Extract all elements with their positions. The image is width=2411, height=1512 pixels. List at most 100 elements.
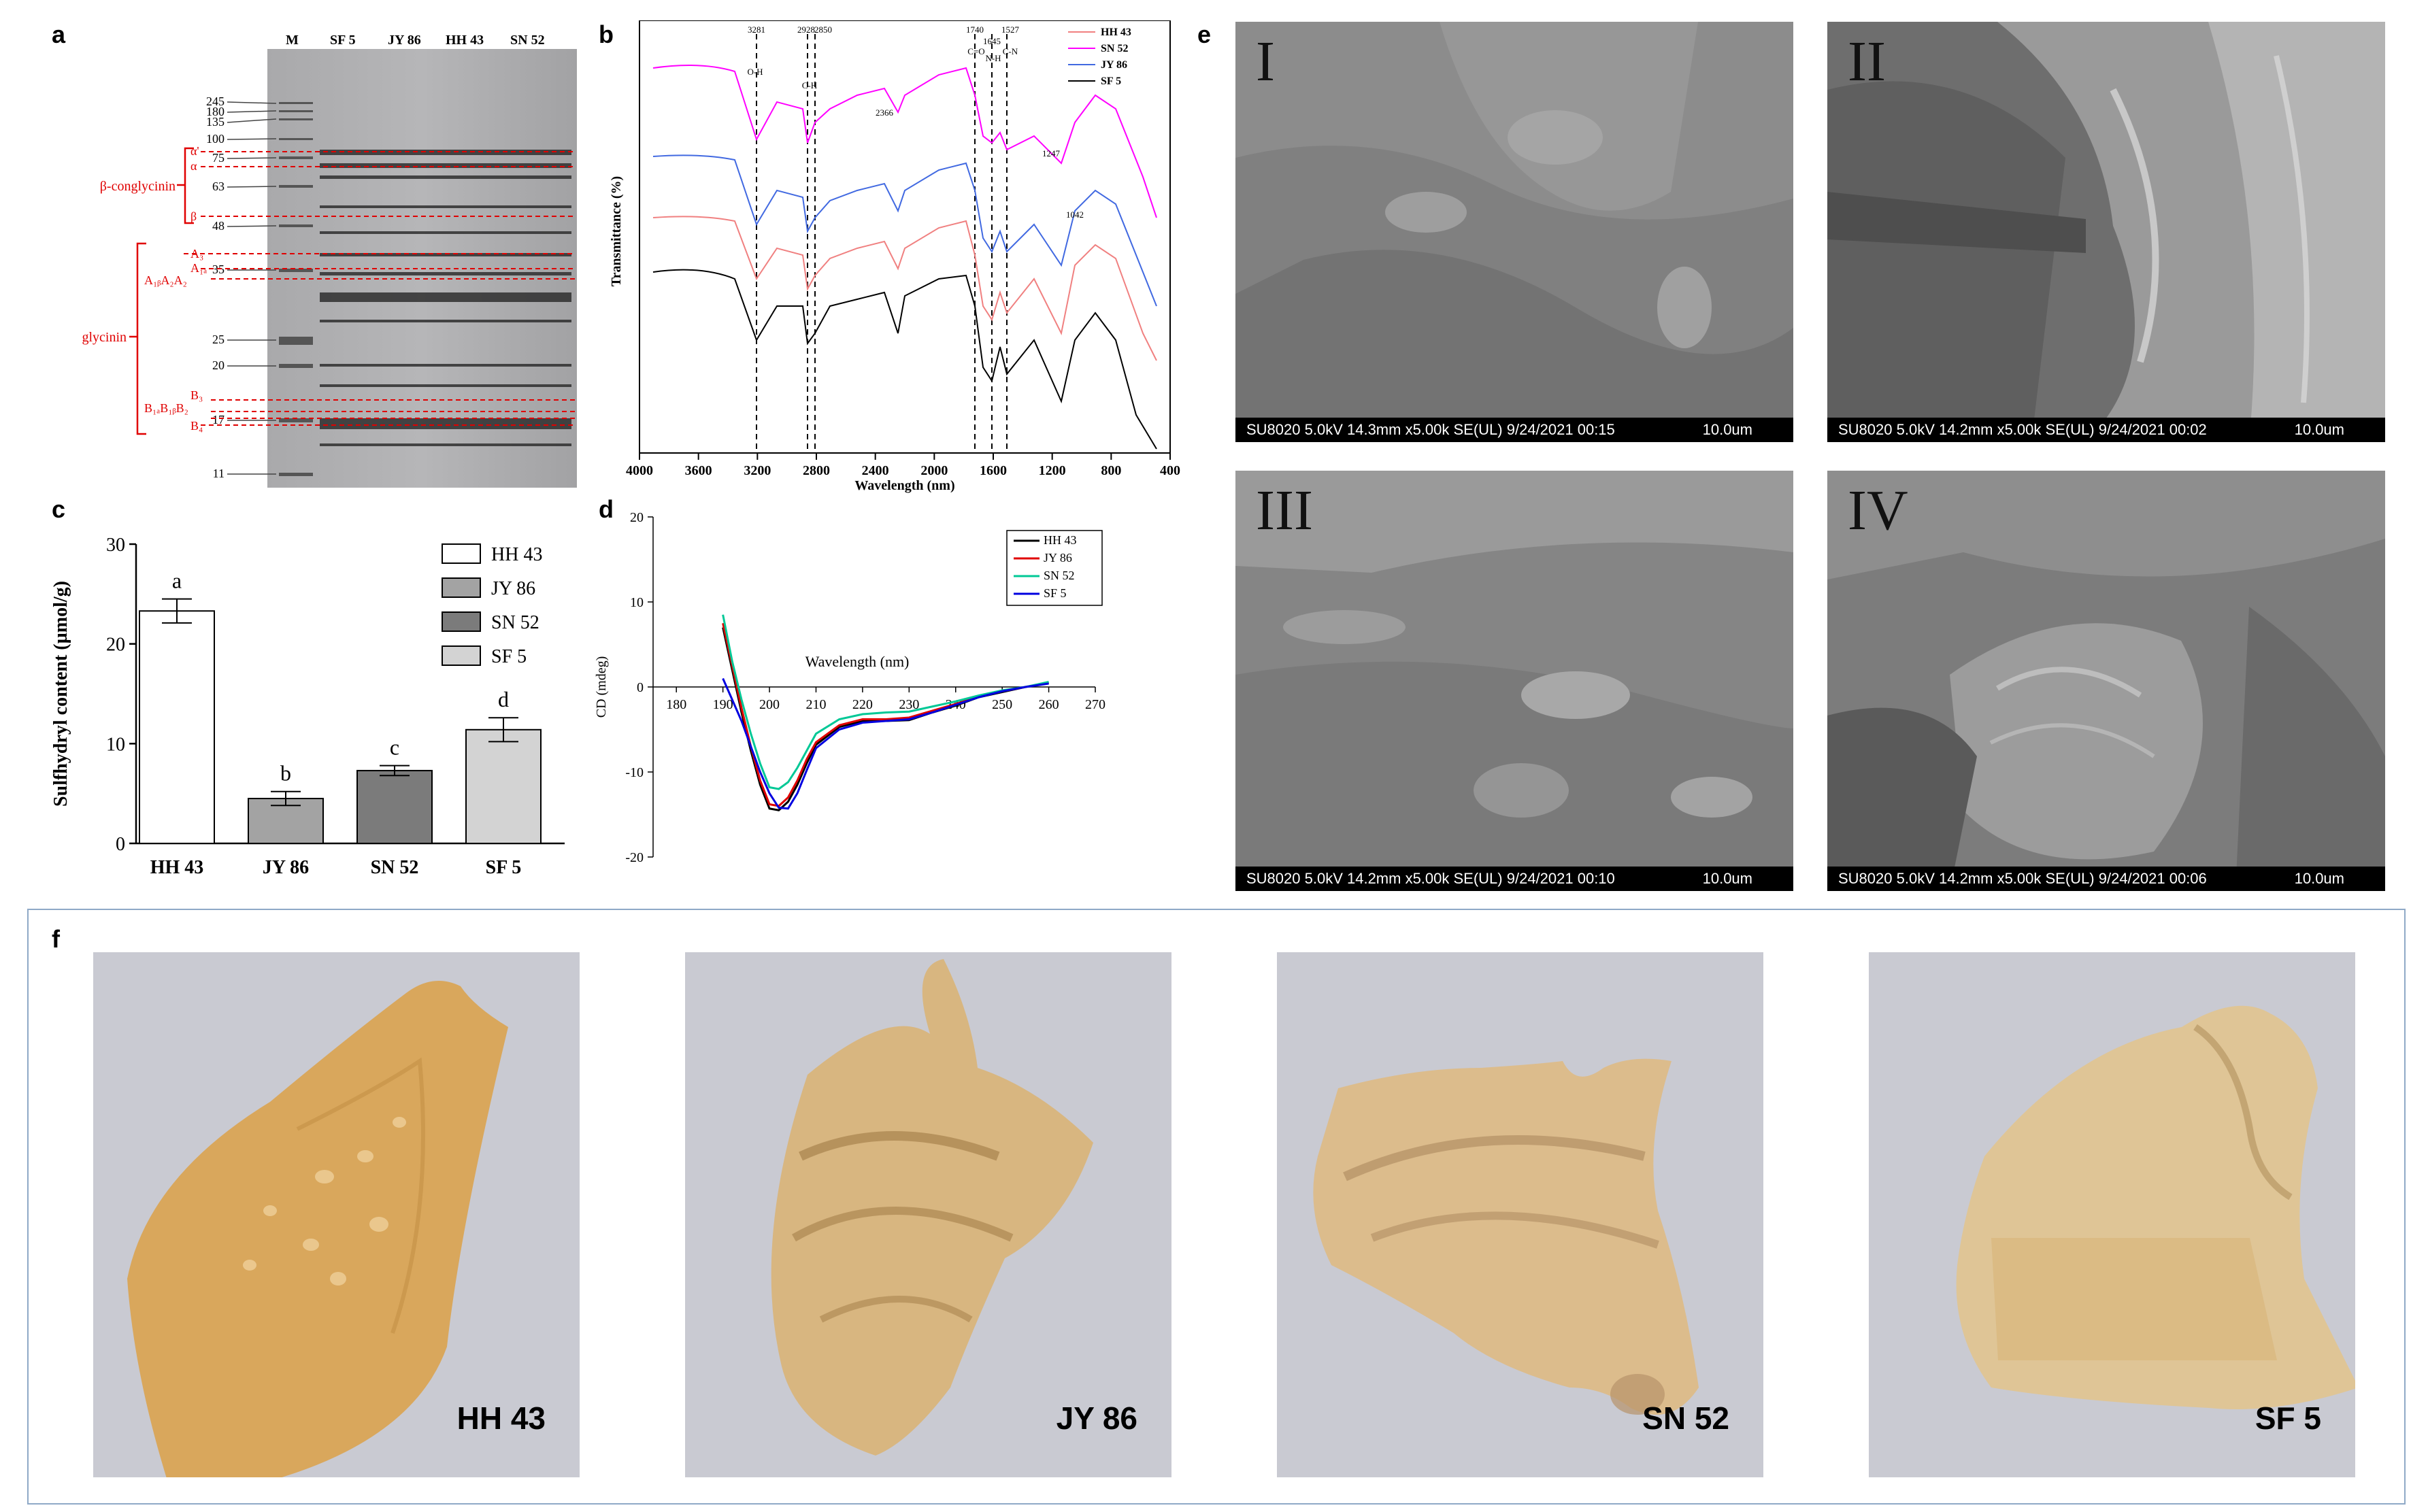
ftir-series-sf5 — [652, 269, 1157, 450]
marker-label: 17 — [212, 413, 225, 426]
ftir-peak-label: 1247 — [1042, 148, 1061, 158]
bar-y-tick-label: 20 — [106, 635, 125, 656]
photo-label: SF 5 — [2255, 1400, 2321, 1436]
bar — [465, 728, 542, 844]
band-label: A₁ₐ — [190, 261, 207, 275]
bar-legend-swatch — [442, 645, 481, 666]
cd-y-tick-label: 10 — [630, 595, 644, 610]
marker-label: 245 — [206, 95, 225, 108]
marker-label: 20 — [212, 358, 225, 372]
sem-info-bar: SU8020 5.0kV 14.2mm x5.00k SE(UL) 9/24/2… — [1827, 867, 2385, 891]
bar-legend-label: JY 86 — [491, 578, 535, 599]
sem-info-text: SU8020 5.0kV 14.2mm x5.00k SE(UL) 9/24/2… — [1246, 870, 1615, 887]
ftir-series-jy86 — [652, 154, 1157, 307]
band-label: A₁ᵦA₂A₂ — [144, 273, 187, 287]
bar-legend-label: SF 5 — [491, 646, 527, 667]
bar-y-tick-label: 0 — [116, 834, 125, 855]
ftir-peak-label: 1645 — [983, 36, 1001, 46]
cd-legend-label: HH 43 — [1044, 533, 1077, 547]
group-label-beta-conglycinin: β-conglycinin — [100, 179, 176, 194]
ftir-series-hh43 — [652, 216, 1157, 361]
ftir-series-sn52 — [652, 65, 1157, 218]
panel-d-letter: d — [599, 495, 614, 523]
ftir-peak-label: 2850 — [814, 24, 832, 35]
cd-series-line — [722, 622, 1049, 807]
band-label: B₃ — [190, 388, 203, 402]
bar-category-label: HH 43 — [150, 857, 204, 878]
cd-series-line — [722, 677, 1049, 810]
cd-x-tick-label: 260 — [1039, 697, 1059, 712]
ftir-x-tick-label: 1200 — [1039, 463, 1066, 478]
significance-letter: b — [280, 761, 291, 786]
sem-image-4: IV SU8020 5.0kV 14.2mm x5.00k SE(UL) 9/2… — [1827, 471, 2385, 891]
sem-info-text: SU8020 5.0kV 14.2mm x5.00k SE(UL) 9/24/2… — [1838, 870, 2207, 887]
band-label: B₁ₐB₁ᵦB₂ — [144, 401, 188, 415]
yuba-photo-jy86: JY 86 — [685, 952, 1171, 1477]
cd-x-tick-label: 250 — [992, 697, 1012, 712]
gel-lane-label: SF 5 — [330, 33, 356, 48]
bar-y-tick-label: 30 — [106, 535, 125, 556]
cd-legend-label: SN 52 — [1044, 569, 1075, 582]
ftir-xlabel: Wavelength (nm) — [854, 478, 954, 493]
bar-legend-label: SN 52 — [491, 612, 539, 633]
ftir-peak-label: 3281 — [748, 24, 765, 35]
cd-legend-label: JY 86 — [1044, 551, 1072, 565]
marker-lane — [279, 102, 313, 476]
cd-y-tick-label: -20 — [625, 850, 644, 865]
sem-numeral: II — [1848, 30, 1886, 93]
group-label-glycinin: glycinin — [82, 330, 127, 345]
photo-label: SN 52 — [1642, 1400, 1729, 1436]
cd-x-tick-label: 230 — [899, 697, 919, 712]
sds-page-gel-panel: M SF 5 JY 86 HH 43 SN 52 245 180 135 100… — [82, 33, 577, 488]
cd-series-line — [722, 614, 1049, 790]
yuba-photo-sf5: SF 5 — [1869, 952, 2355, 1477]
ftir-legend-label: SF 5 — [1101, 75, 1121, 87]
ftir-x-tick-label: 2800 — [803, 463, 830, 478]
cd-y-tick-label: 20 — [630, 510, 644, 525]
ftir-chart: 4000 3600 3200 2800 2400 2000 1600 1200 800 400 W… — [609, 20, 1180, 493]
ftir-x-tick-label: 4000 — [626, 463, 653, 478]
sem-info-text: SU8020 5.0kV 14.2mm x5.00k SE(UL) 9/24/2… — [1838, 421, 2207, 438]
marker-label: 180 — [206, 105, 225, 118]
band-label: α — [190, 159, 197, 173]
sem-info-bar: SU8020 5.0kV 14.3mm x5.00k SE(UL) 9/24/2… — [1235, 418, 1793, 442]
marker-label: 48 — [212, 219, 225, 233]
sem-info-text: SU8020 5.0kV 14.3mm x5.00k SE(UL) 9/24/2… — [1246, 421, 1615, 438]
sample-lanes — [320, 150, 571, 446]
gel-lane-label: HH 43 — [446, 33, 484, 48]
ftir-x-tick-label: 2400 — [862, 463, 889, 478]
sem-info-bar: SU8020 5.0kV 14.2mm x5.00k SE(UL) 9/24/2… — [1827, 418, 2385, 442]
cd-y-tick-label: 0 — [637, 680, 644, 695]
panel-b-letter: b — [599, 20, 614, 48]
ftir-peak-label: 1527 — [1001, 24, 1020, 35]
cd-x-tick-label: 220 — [852, 697, 873, 712]
sem-scale-text: 10.0um — [1702, 870, 1752, 887]
panel-f-frame — [27, 909, 2406, 1505]
ftir-peak-label: 1740 — [966, 24, 984, 35]
yuba-photo-sn52: SN 52 — [1277, 952, 1763, 1477]
ftir-peak-label: 2928 — [797, 24, 815, 35]
cd-x-tick-label: 180 — [666, 697, 686, 712]
ftir-x-tick-label: 2000 — [920, 463, 948, 478]
ftir-x-tick-label: 3600 — [685, 463, 712, 478]
photo-label: JY 86 — [1056, 1400, 1137, 1436]
gel-lane-label: M — [286, 33, 299, 48]
marker-label: 135 — [206, 115, 225, 129]
photo-label: HH 43 — [456, 1400, 546, 1436]
significance-letter: c — [390, 735, 399, 760]
band-label: B₄ — [190, 419, 203, 433]
ftir-peak-label: 2366 — [876, 107, 894, 118]
ftir-ylabel: Transmittance (%) — [609, 176, 624, 286]
ftir-bond-label: N-H — [985, 53, 1001, 63]
panel-e-letter: e — [1197, 20, 1212, 48]
marker-label: 25 — [212, 333, 225, 346]
sem-numeral: IV — [1848, 479, 1908, 542]
bar-category-label: SN 52 — [371, 857, 419, 878]
bar-legend-swatch — [442, 543, 481, 564]
cd-x-tick-label: 190 — [713, 697, 733, 712]
marker-label: 63 — [212, 180, 225, 193]
panel-f-letter: f — [52, 925, 60, 953]
ftir-bond-label: O-H — [747, 67, 763, 77]
cd-x-tick-label: 200 — [759, 697, 780, 712]
ftir-x-tick-label: 3200 — [744, 463, 771, 478]
